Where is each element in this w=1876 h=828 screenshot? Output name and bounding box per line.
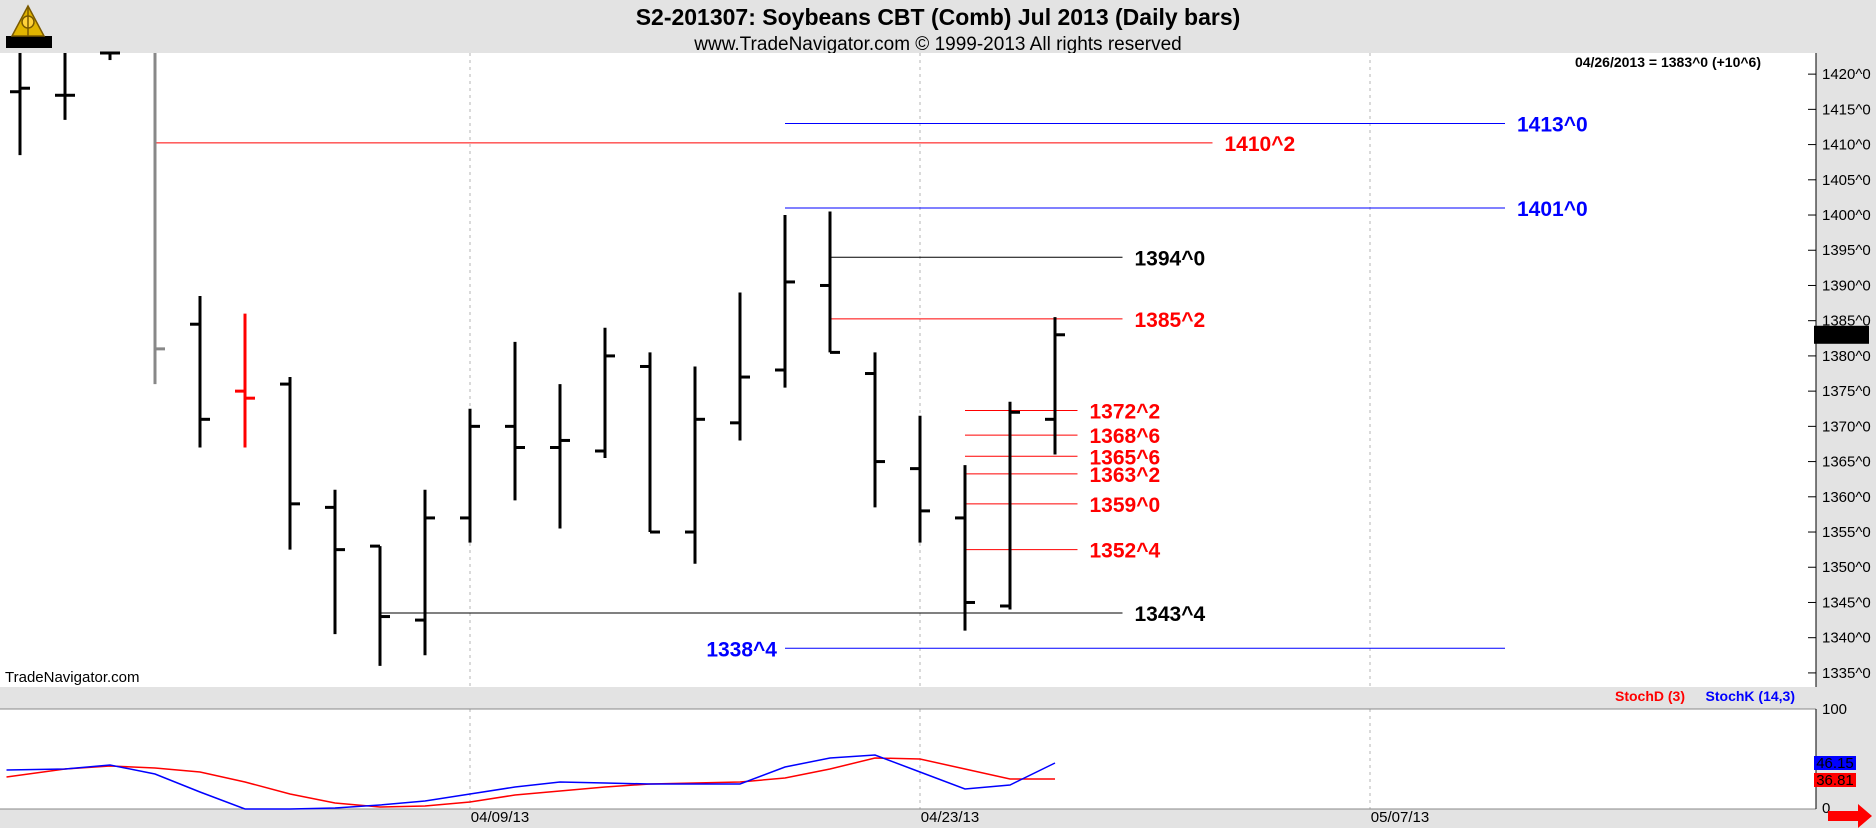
price-tick-label: 1405^0 (1822, 172, 1871, 189)
level-label: 1363^2 (1090, 464, 1161, 487)
price-tick-label: 1385^0 (1822, 313, 1871, 330)
current-price-tag: 1383^0 (1814, 325, 1869, 344)
stoch-axis: 0 100 (0, 701, 1847, 817)
price-tick-label: 1345^0 (1822, 594, 1871, 611)
panel-divider (0, 687, 1876, 709)
date-tick-label: 05/07/13 (1371, 809, 1429, 826)
price-tick-label: 1400^0 (1822, 207, 1871, 224)
stochk-value-label: 46.15 (1816, 755, 1854, 772)
price-tick-label: 1335^0 (1822, 665, 1871, 682)
stochd-value-label: 36.81 (1816, 772, 1854, 789)
price-tick-label: 1390^0 (1822, 277, 1871, 294)
price-tick-label: 1340^0 (1822, 630, 1871, 647)
price-tick-label: 1365^0 (1822, 454, 1871, 471)
level-label: 1413^0 (1517, 113, 1588, 136)
level-label: 1338^4 (706, 638, 777, 661)
level-label: 1343^4 (1135, 603, 1206, 626)
price-tick-label: 1355^0 (1822, 524, 1871, 541)
level-label: 1352^4 (1090, 540, 1161, 563)
date-tick-label: 04/23/13 (921, 809, 979, 826)
last-quote-text: 04/26/2013 = 1383^0 (+10^6) (1575, 54, 1761, 70)
price-tick-label: 1415^0 (1822, 101, 1871, 118)
legend-stochd: StochD (3) (1615, 688, 1685, 704)
price-tick-label: 1420^0 (1822, 66, 1871, 83)
watermark: TradeNavigator.com (5, 669, 140, 686)
legend-stochk: StochK (14,3) (1706, 688, 1795, 704)
price-tick-label: 1410^0 (1822, 137, 1871, 154)
level-label: 1410^2 (1225, 133, 1296, 156)
stoch-series-line (6, 754, 1056, 810)
level-label: 1372^2 (1090, 401, 1161, 424)
stoch-tick-label: 0 (1822, 800, 1830, 817)
price-tick-label: 1395^0 (1822, 242, 1871, 259)
price-bars (10, 51, 1065, 666)
price-grid (469, 53, 1371, 687)
date-tick-label: 04/09/13 (471, 809, 529, 826)
stoch-value-tags: 46.15 36.81 (1814, 755, 1856, 789)
level-label: 1368^6 (1090, 425, 1161, 448)
level-label: 1359^0 (1090, 494, 1161, 517)
price-axis: 1335^0 1340^0 1345^0 1350^0 1355^0 1360^0 1365… (1808, 53, 1871, 687)
date-axis: 04/09/13 04/23/13 05/07/13 (471, 809, 1429, 826)
price-tick-label: 1375^0 (1822, 383, 1871, 400)
current-price-label: 1383^0 (1817, 327, 1866, 344)
stoch-tick-label: 100 (1822, 701, 1847, 718)
header: S2-201307: Soybeans CBT (Comb) Jul 2013 … (6, 4, 1240, 55)
price-panel (0, 53, 1816, 687)
sextant-logo-icon (6, 4, 52, 48)
level-label: 1365^6 (1090, 446, 1161, 469)
chart-title: S2-201307: Soybeans CBT (Comb) Jul 2013 … (636, 4, 1241, 30)
price-tick-label: 1380^0 (1822, 348, 1871, 365)
copyright-text: www.TradeNavigator.com © 1999-2013 All r… (693, 34, 1181, 55)
price-levels: 1413^0 1410^2 1401^0 1394^0 1385^2 1372^21368… (155, 113, 1588, 661)
level-label: 1401^0 (1517, 198, 1588, 221)
level-label: 1394^0 (1135, 247, 1206, 270)
stoch-lines (6, 754, 1056, 810)
price-tick-label: 1360^0 (1822, 489, 1871, 506)
price-tick-label: 1350^0 (1822, 559, 1871, 576)
scroll-right-arrow[interactable] (1828, 804, 1872, 828)
price-tick-label: 1370^0 (1822, 418, 1871, 435)
level-label: 1385^2 (1135, 309, 1206, 332)
